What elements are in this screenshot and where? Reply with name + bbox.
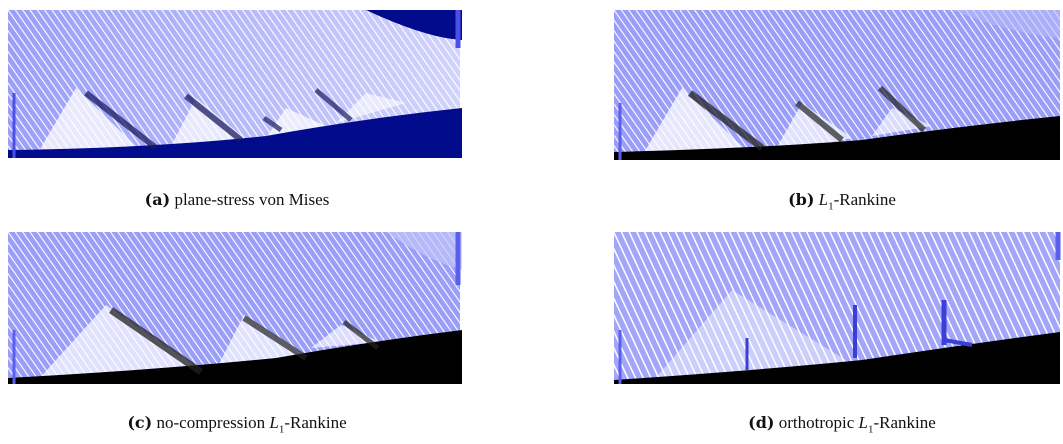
solid-region-d bbox=[614, 332, 1060, 384]
caption-a-label: (a) bbox=[144, 190, 171, 209]
panel-d-image bbox=[612, 230, 1062, 388]
solid-region-c bbox=[8, 330, 462, 384]
panel-a-image bbox=[6, 8, 468, 166]
panel-c-image bbox=[6, 230, 468, 388]
caption-a: (a) plane-stress von Mises bbox=[7, 190, 467, 210]
caption-b-label: (b) bbox=[788, 190, 815, 209]
caption-d-text: orthotropic bbox=[778, 413, 859, 432]
panel-a-render bbox=[8, 10, 462, 158]
caption-c-label: (c) bbox=[127, 413, 153, 432]
caption-c-sub: 1 bbox=[278, 423, 285, 436]
caption-d-label: (d) bbox=[748, 413, 775, 432]
solid-region-b bbox=[614, 116, 1060, 160]
caption-c: (c) no-compression L1-Rankine bbox=[7, 413, 467, 435]
caption-a-text: plane-stress von Mises bbox=[174, 190, 330, 209]
caption-c-suffix: -Rankine bbox=[284, 413, 347, 432]
caption-d-sub: 1 bbox=[868, 423, 874, 436]
panel-d-render bbox=[614, 232, 1061, 384]
panel-b-render bbox=[614, 10, 1060, 160]
caption-d-suffix: -Rankine bbox=[873, 413, 936, 432]
caption-b-math: L bbox=[818, 190, 829, 209]
caption-b-suffix: -Rankine bbox=[833, 190, 896, 209]
panel-c-render bbox=[8, 232, 462, 384]
caption-d: (d) orthotropic L1-Rankine bbox=[612, 413, 1063, 435]
caption-b: (b) L1-Rankine bbox=[612, 190, 1063, 212]
panel-b-image bbox=[612, 8, 1062, 166]
caption-c-text: no-compression bbox=[156, 413, 270, 432]
caption-b-sub: 1 bbox=[828, 200, 834, 213]
caption-d-math: L bbox=[858, 413, 868, 432]
caption-c-math: L bbox=[269, 413, 279, 432]
solid-region-a bbox=[8, 108, 462, 158]
